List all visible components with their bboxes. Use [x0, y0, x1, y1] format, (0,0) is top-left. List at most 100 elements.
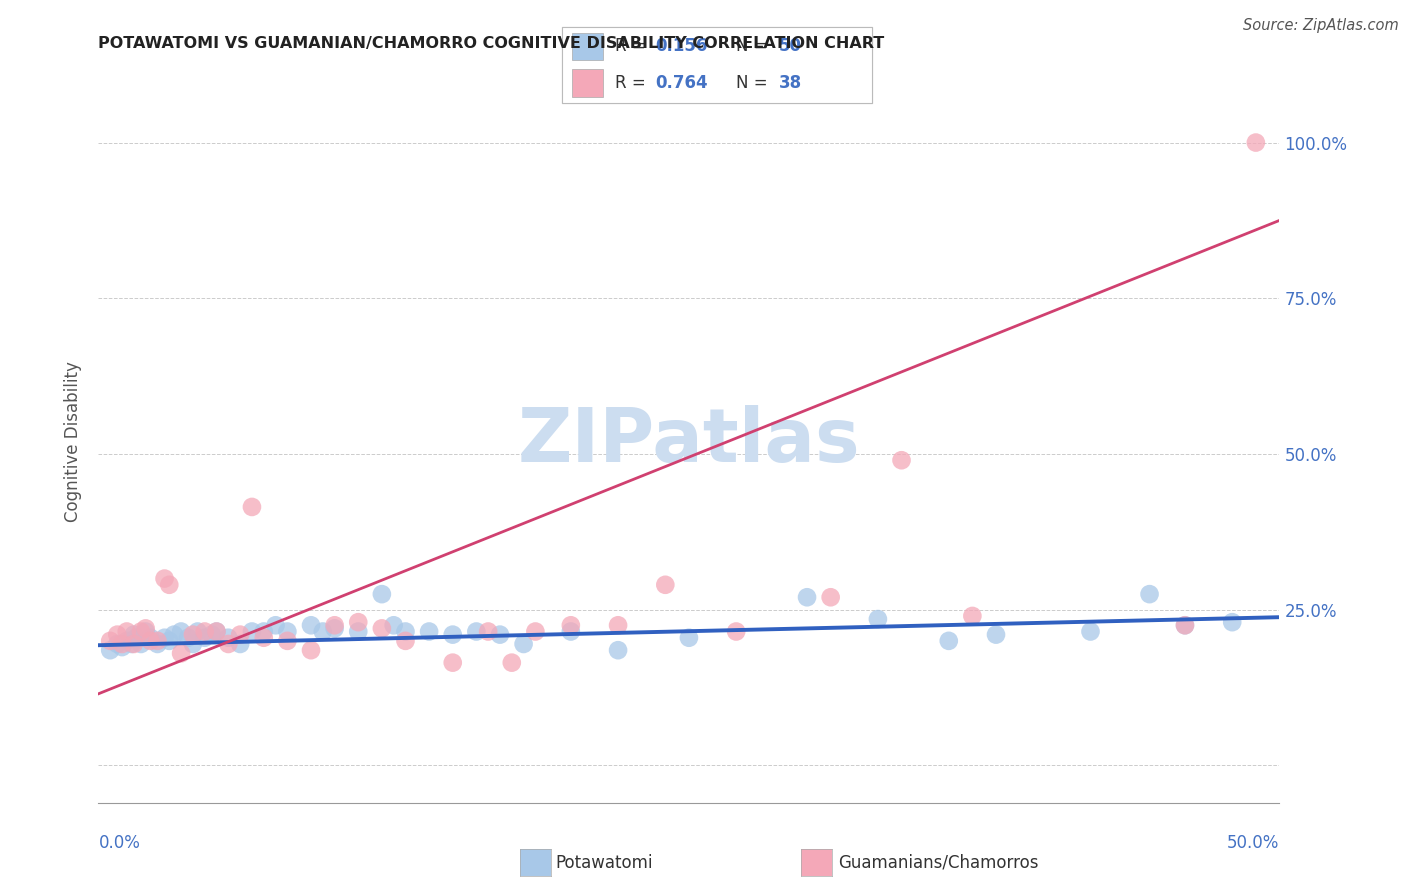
- Point: [312, 624, 335, 639]
- Point: [501, 656, 523, 670]
- Point: [524, 624, 547, 639]
- Point: [111, 637, 134, 651]
- Point: [187, 624, 209, 639]
- Point: [157, 633, 180, 648]
- Point: [217, 637, 239, 651]
- Y-axis label: Cognitive Disability: Cognitive Disability: [65, 361, 83, 522]
- Point: [1139, 587, 1161, 601]
- Point: [146, 633, 169, 648]
- FancyBboxPatch shape: [572, 33, 603, 60]
- Point: [607, 643, 630, 657]
- Point: [725, 624, 748, 639]
- Point: [181, 627, 204, 641]
- Point: [1174, 618, 1197, 632]
- Text: POTAWATOMI VS GUAMANIAN/CHAMORRO COGNITIVE DISABILITY CORRELATION CHART: POTAWATOMI VS GUAMANIAN/CHAMORRO COGNITI…: [98, 36, 884, 51]
- Point: [512, 637, 534, 651]
- Point: [122, 627, 145, 641]
- Point: [205, 624, 228, 639]
- Point: [229, 627, 252, 641]
- Text: 50.0%: 50.0%: [1227, 834, 1279, 852]
- Point: [115, 624, 138, 639]
- Point: [984, 627, 1007, 641]
- Point: [394, 624, 416, 639]
- Point: [111, 640, 134, 654]
- Point: [323, 618, 346, 632]
- Point: [890, 453, 912, 467]
- Text: N =: N =: [735, 74, 772, 92]
- Point: [194, 631, 217, 645]
- Text: 0.156: 0.156: [655, 37, 707, 55]
- Point: [139, 633, 162, 648]
- Point: [240, 624, 263, 639]
- Point: [98, 633, 121, 648]
- Point: [866, 612, 889, 626]
- Point: [796, 591, 818, 605]
- Point: [153, 572, 176, 586]
- Point: [240, 500, 263, 514]
- Point: [1244, 136, 1267, 150]
- Text: 0.0%: 0.0%: [98, 834, 141, 852]
- Point: [418, 624, 440, 639]
- Point: [382, 618, 405, 632]
- Point: [153, 631, 176, 645]
- FancyBboxPatch shape: [572, 70, 603, 96]
- Point: [1080, 624, 1102, 639]
- Point: [122, 637, 145, 651]
- Text: N =: N =: [735, 37, 772, 55]
- Point: [217, 631, 239, 645]
- Point: [229, 637, 252, 651]
- Point: [115, 633, 138, 648]
- Point: [177, 631, 200, 645]
- Point: [170, 646, 193, 660]
- Text: 38: 38: [779, 74, 801, 92]
- Point: [465, 624, 488, 639]
- Point: [299, 643, 322, 657]
- FancyBboxPatch shape: [562, 27, 872, 103]
- Point: [299, 618, 322, 632]
- Point: [371, 587, 394, 601]
- Text: ZIPatlas: ZIPatlas: [517, 405, 860, 478]
- Point: [678, 631, 700, 645]
- Point: [146, 637, 169, 651]
- Point: [201, 627, 224, 641]
- Point: [276, 633, 298, 648]
- Point: [276, 624, 298, 639]
- Point: [371, 621, 394, 635]
- Point: [323, 621, 346, 635]
- Point: [264, 618, 287, 632]
- Point: [654, 578, 676, 592]
- Point: [560, 618, 582, 632]
- Point: [394, 633, 416, 648]
- Point: [253, 631, 276, 645]
- Point: [135, 621, 157, 635]
- Text: R =: R =: [614, 37, 651, 55]
- Point: [347, 624, 370, 639]
- Point: [105, 637, 128, 651]
- Point: [1174, 618, 1197, 632]
- Point: [347, 615, 370, 630]
- Point: [205, 624, 228, 639]
- Text: R =: R =: [614, 74, 651, 92]
- Point: [105, 627, 128, 641]
- Point: [170, 624, 193, 639]
- Text: 0.764: 0.764: [655, 74, 707, 92]
- Point: [157, 578, 180, 592]
- Point: [820, 591, 842, 605]
- Point: [139, 631, 162, 645]
- Point: [441, 627, 464, 641]
- Point: [194, 624, 217, 639]
- Text: Guamanians/Chamorros: Guamanians/Chamorros: [838, 854, 1039, 871]
- Point: [962, 609, 984, 624]
- Point: [98, 643, 121, 657]
- Point: [163, 627, 186, 641]
- Point: [560, 624, 582, 639]
- Point: [135, 624, 157, 639]
- Point: [253, 624, 276, 639]
- Point: [477, 624, 499, 639]
- Point: [121, 637, 143, 651]
- Point: [129, 637, 152, 651]
- Text: 50: 50: [779, 37, 801, 55]
- Point: [1220, 615, 1243, 630]
- Point: [125, 631, 148, 645]
- Point: [181, 637, 204, 651]
